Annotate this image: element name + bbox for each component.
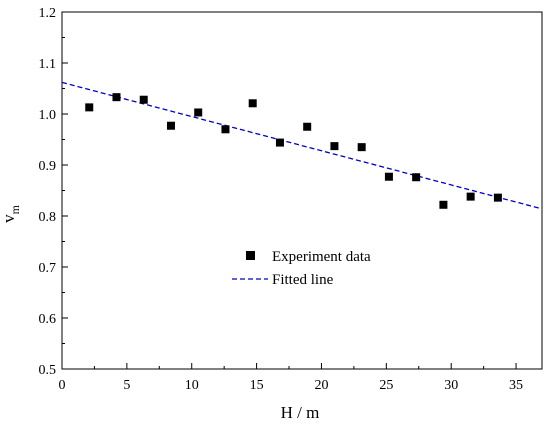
x-axis-label: H / m <box>281 403 320 422</box>
data-point <box>303 122 312 131</box>
y-axis-label-subscript: m <box>8 204 22 214</box>
data-point <box>466 192 475 201</box>
y-axis-ticks: 0.5 0.6 0.7 0.8 0.9 1.0 1.1 1.2 <box>39 6 68 378</box>
legend-label-fitted: Fitted line <box>272 272 334 288</box>
x-axis-ticks: 0 5 10 15 20 25 30 35 <box>59 363 523 393</box>
data-point <box>166 121 175 130</box>
legend-label-experiment: Experiment data <box>272 249 371 265</box>
data-point <box>248 99 257 108</box>
data-point <box>439 200 448 209</box>
y-tick-label: 0.9 <box>39 159 57 174</box>
series-layer <box>61 81 543 210</box>
legend-marker-experiment <box>246 251 255 260</box>
data-point <box>194 108 203 117</box>
y-tick-label: 0.8 <box>39 210 57 225</box>
y-tick-label: 1.1 <box>39 57 57 72</box>
y-tick-label: 0.7 <box>39 261 57 276</box>
x-tick-label: 10 <box>185 378 199 393</box>
x-tick-label: 20 <box>314 378 328 393</box>
x-tick-label: 30 <box>444 378 458 393</box>
data-point <box>139 95 148 104</box>
data-point <box>275 138 284 147</box>
x-tick-label: 35 <box>509 378 523 393</box>
data-point <box>221 125 230 134</box>
y-tick-label: 0.5 <box>39 363 57 378</box>
data-point <box>357 143 366 152</box>
plot-frame <box>61 11 543 370</box>
y-tick-label: 1.2 <box>39 6 57 21</box>
svg-text:vm: vm <box>0 204 22 223</box>
y-tick-label: 0.6 <box>39 312 57 327</box>
data-point <box>384 172 393 181</box>
y-axis-label: vm <box>0 204 22 223</box>
x-tick-label: 0 <box>59 378 66 393</box>
data-point <box>112 93 121 102</box>
legend: Experiment data Fitted line <box>232 249 371 288</box>
data-point <box>412 173 421 182</box>
data-point <box>493 193 502 202</box>
fitted-line <box>61 81 543 210</box>
y-tick-label: 1.0 <box>39 108 57 123</box>
data-point <box>330 142 339 151</box>
data-point <box>85 103 94 112</box>
plot-area-border <box>61 11 543 370</box>
x-tick-label: 25 <box>379 378 393 393</box>
y-axis-label-main: v <box>0 214 18 223</box>
x-tick-label: 15 <box>250 378 264 393</box>
x-tick-label: 5 <box>123 378 130 393</box>
